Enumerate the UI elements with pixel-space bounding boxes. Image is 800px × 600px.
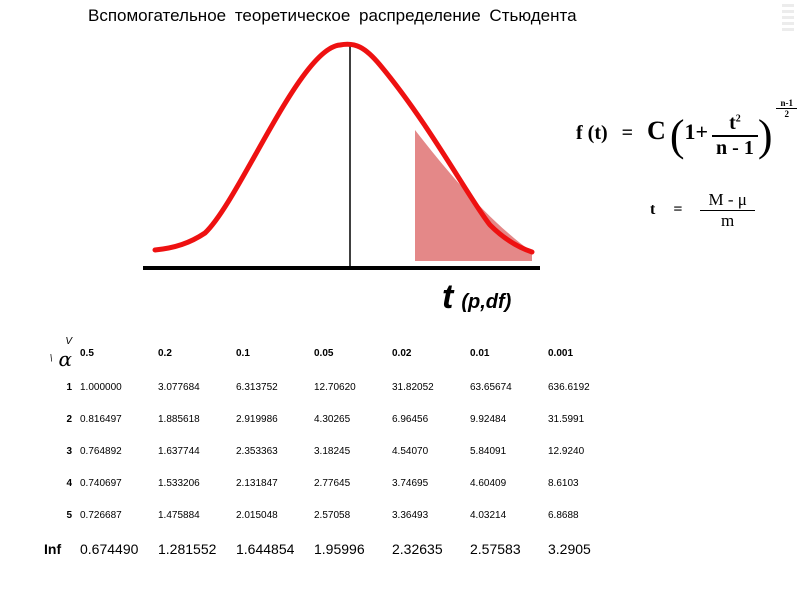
t-formula-lhs: t — [650, 201, 656, 219]
t-args: (p,df) — [461, 291, 512, 313]
table-cell: 0.674490 — [80, 541, 139, 557]
df-label: 3 — [66, 445, 72, 457]
table-cell: 1.885618 — [158, 413, 200, 425]
table-corner-label: V \ α — [44, 336, 80, 371]
table-cell: 12.9240 — [548, 445, 585, 457]
table-cell: 4.60409 — [470, 477, 507, 489]
t-formula-equals: = — [673, 201, 683, 219]
table-cell: 1.000000 — [80, 381, 122, 393]
table-cell: 3.36493 — [392, 509, 429, 521]
table-cell: 63.65674 — [470, 381, 512, 393]
formula-fraction: t2 n - 1 — [712, 112, 758, 160]
t-formula-fraction: M - μ m — [700, 190, 755, 231]
slide-title: Вспомогательное теоретическое распределе… — [88, 6, 577, 25]
table-cell: 2.353363 — [236, 445, 278, 457]
table-cell: 31.82052 — [392, 381, 434, 393]
table-cell: 2.77645 — [314, 477, 351, 489]
table-cell: 2.015048 — [236, 509, 278, 521]
df-label: 2 — [66, 413, 72, 425]
density-formula: f (t) = C (1+ t2 n - 1 ) n-1 2 — [576, 98, 797, 161]
numerator-exponent: 2 — [735, 112, 741, 124]
table-row: 3 0.764892 1.637744 2.353363 3.18245 4.54070 5… — [44, 435, 626, 467]
table-cell: 12.70620 — [314, 381, 356, 393]
table-cell: 0.764892 — [80, 445, 122, 457]
table-cell: 1.95996 — [314, 541, 365, 557]
table-row: 5 0.726687 1.475884 2.015048 2.57058 3.36493 4… — [44, 499, 626, 531]
table-cell: 1.644854 — [236, 541, 295, 557]
table-cell: 3.74695 — [392, 477, 429, 489]
df-label: 1 — [66, 381, 72, 393]
alpha-header: 0.2 — [158, 348, 172, 359]
table-cell: 3.2905 — [548, 541, 591, 557]
student-t-table: V \ α 0.5 0.2 0.1 0.05 0.02 0.01 0.001 1 1.000000 3… — [44, 336, 626, 567]
table-cell: 2.919986 — [236, 413, 278, 425]
t-formula: t = M - μ m — [650, 190, 755, 231]
table-cell: 3.077684 — [158, 381, 200, 393]
df-label: 5 — [66, 509, 72, 521]
alpha-header: 0.1 — [236, 348, 250, 359]
formula-equals: = — [621, 122, 634, 145]
right-paren: ) — [757, 111, 773, 160]
table-cell: 2.57583 — [470, 541, 521, 557]
table-cell: 4.54070 — [392, 445, 429, 457]
table-cell: 5.84091 — [470, 445, 507, 457]
table-cell: 4.03214 — [470, 509, 507, 521]
table-cell: 6.313752 — [236, 381, 278, 393]
df-symbol: V \ — [49, 336, 72, 365]
table-cell: 6.8688 — [548, 509, 579, 521]
table-cell: 4.30265 — [314, 413, 351, 425]
t-formula-denominator: m — [721, 211, 735, 230]
table-cell: 6.96456 — [392, 413, 429, 425]
alpha-header: 0.5 — [80, 348, 94, 359]
alpha-header: 0.02 — [392, 348, 412, 359]
t-formula-numerator: M - μ — [700, 190, 755, 211]
table-cell: 0.726687 — [80, 509, 122, 521]
table-row-inf: Inf 0.674490 1.281552 1.644854 1.95996 2.3263… — [44, 531, 626, 567]
t-symbol: t — [442, 278, 454, 316]
table-cell: 1.637744 — [158, 445, 200, 457]
table-cell: 3.18245 — [314, 445, 351, 457]
table-header-row: V \ α 0.5 0.2 0.1 0.05 0.02 0.01 0.001 — [44, 336, 626, 371]
power-numerator: n-1 — [776, 98, 797, 109]
table-cell: 2.57058 — [314, 509, 351, 521]
table-cell: 1.475884 — [158, 509, 200, 521]
formula-lhs: f (t) — [576, 122, 608, 145]
df-label: 4 — [66, 477, 72, 489]
table-cell: 0.740697 — [80, 477, 122, 489]
df-label: Inf — [44, 541, 62, 557]
table-cell: 9.92484 — [470, 413, 507, 425]
fraction-numerator: t — [729, 111, 736, 134]
formula-constant: C — [647, 116, 666, 146]
t-statistic-label: t (p,df) — [442, 278, 511, 317]
power-fraction: n-1 2 — [776, 98, 797, 119]
table-cell: 2.32635 — [392, 541, 443, 557]
table-row: 2 0.816497 1.885618 2.919986 4.30265 6.96456 9… — [44, 403, 626, 435]
fraction-denominator: n - 1 — [716, 136, 754, 159]
table-cell: 2.131847 — [236, 477, 278, 489]
table-cell: 31.5991 — [548, 413, 585, 425]
left-paren: ( — [669, 111, 685, 160]
table-row: 1 1.000000 3.077684 6.313752 12.70620 31.8205… — [44, 371, 626, 403]
right-tail-area — [415, 130, 532, 261]
formula-one-plus: 1+ — [684, 119, 709, 145]
table-cell: 8.6103 — [548, 477, 579, 489]
distribution-plot — [143, 41, 540, 270]
alpha-header: 0.001 — [548, 348, 574, 359]
table-cell: 636.6192 — [548, 381, 590, 393]
table-cell: 1.281552 — [158, 541, 217, 557]
table-row: 4 0.740697 1.533206 2.131847 2.77645 3.74695 4… — [44, 467, 626, 499]
alpha-icon: α — [58, 347, 72, 371]
density-curve — [152, 41, 535, 255]
table-cell: 1.533206 — [158, 477, 200, 489]
alpha-header: 0.01 — [470, 348, 490, 359]
slide-corner-decoration — [782, 4, 794, 34]
power-denominator: 2 — [784, 109, 789, 119]
alpha-header: 0.05 — [314, 348, 334, 359]
table-cell: 0.816497 — [80, 413, 122, 425]
